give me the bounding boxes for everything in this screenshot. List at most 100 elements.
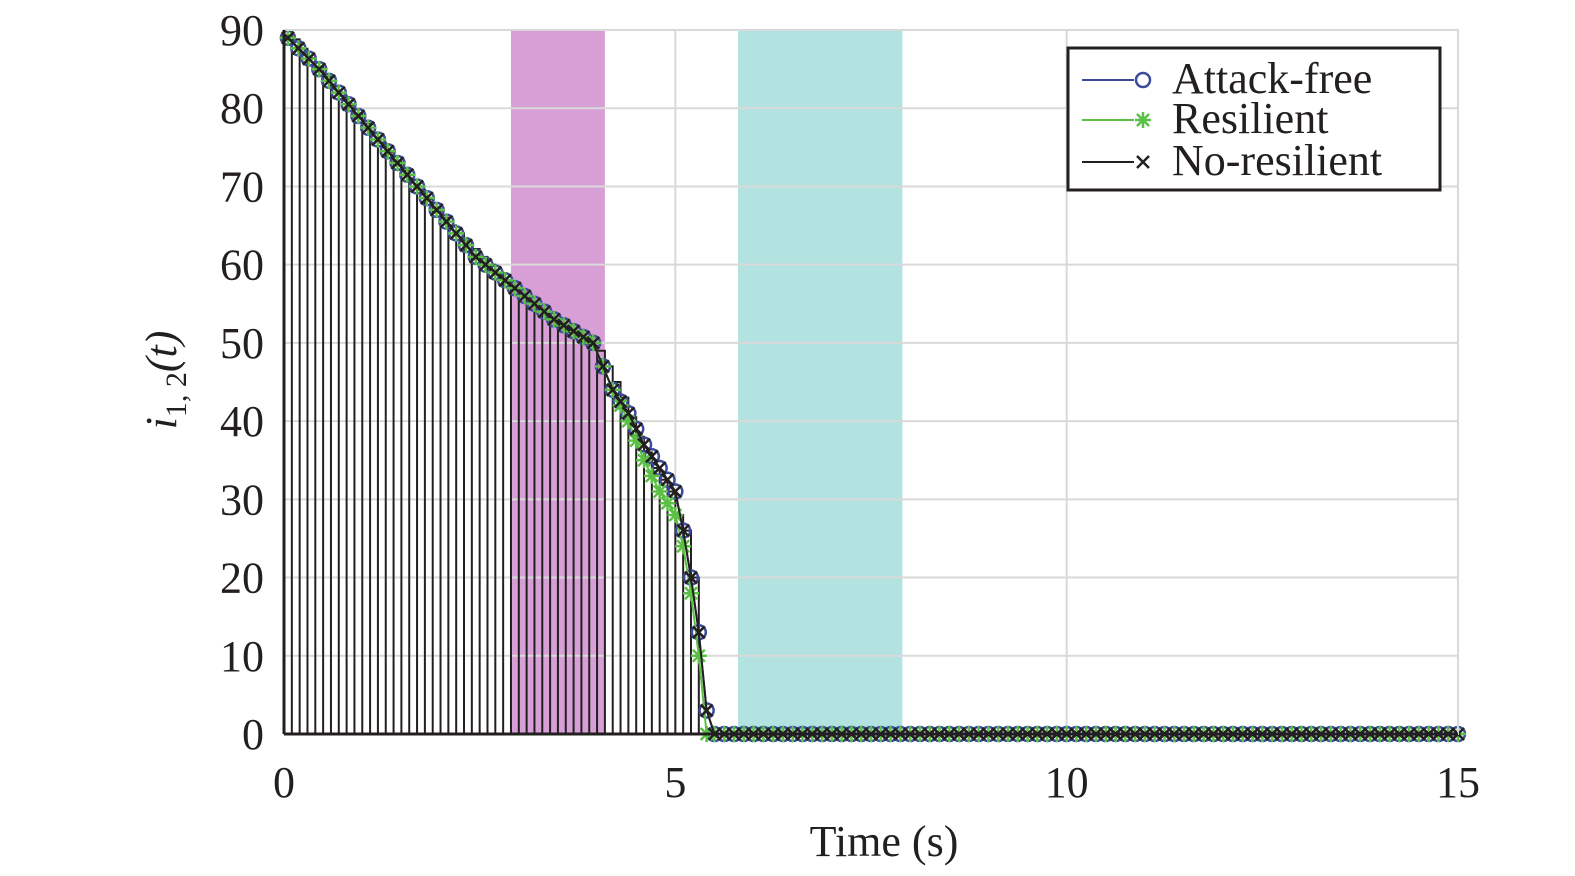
marker-asterisk (675, 538, 692, 555)
marker-stroke (637, 437, 651, 452)
y-tick-label: 10 (220, 632, 264, 681)
marker-stroke (478, 257, 493, 272)
marker-x (621, 406, 636, 421)
marker-x (380, 144, 395, 159)
marker-x (596, 359, 610, 374)
legend-item-no-resilient: No-resilient (1082, 136, 1382, 185)
marker-stroke (613, 398, 628, 413)
marker-x (439, 214, 454, 229)
marker-x (410, 179, 424, 194)
marker-stroke (566, 324, 581, 339)
marker-x (629, 422, 644, 436)
y-axis-title: i1, 2(t) (137, 331, 193, 430)
y-tick-label: 90 (220, 6, 264, 55)
marker-x (429, 203, 444, 217)
marker-x (576, 330, 591, 344)
y-tick-label: 80 (220, 84, 264, 133)
marker-stroke (586, 336, 601, 350)
marker-stroke (637, 453, 651, 468)
marker-stroke (508, 281, 522, 296)
marker-x (488, 265, 503, 280)
x-tick-label: 10 (1045, 758, 1089, 807)
marker-stroke (621, 406, 636, 421)
marker-stroke (291, 41, 306, 56)
marker-stroke (676, 539, 691, 554)
marker-x (449, 226, 464, 241)
y-axis-title-argument: (t) (137, 331, 186, 373)
stem-lines (283, 29, 700, 734)
marker-stroke (312, 62, 327, 76)
marker-stroke (629, 422, 644, 436)
marker-stroke (361, 120, 376, 135)
marker-circle (674, 522, 692, 539)
marker-stroke (537, 304, 552, 319)
marker-x (566, 324, 581, 339)
marker-stroke (527, 296, 542, 311)
marker-x (301, 51, 316, 66)
marker-x (660, 472, 675, 487)
legend-marker-asterisk (1135, 112, 1151, 128)
marker-stroke (400, 167, 415, 182)
marker-stroke (596, 359, 610, 374)
marker-x (508, 281, 522, 296)
marker-stroke (691, 648, 706, 663)
marker-stroke (380, 144, 395, 159)
marker-x (537, 304, 552, 319)
marker-stroke (699, 703, 714, 718)
marker-stroke (652, 484, 667, 499)
y-tick-label: 20 (220, 554, 264, 603)
legend-label-no-resilient: No-resilient (1172, 136, 1382, 185)
marker-stroke (613, 394, 628, 409)
marker-x (644, 449, 659, 464)
x-tick-label: 5 (664, 758, 686, 807)
y-tick-label: 0 (242, 710, 264, 759)
marker-asterisk (659, 495, 676, 512)
marker-stroke (605, 382, 620, 397)
marker-x (291, 41, 306, 56)
marker-stroke (644, 449, 659, 464)
marker-x (351, 109, 366, 123)
marker-stroke (488, 265, 503, 280)
legend-item-attack-free: Attack-free (1082, 54, 1372, 103)
legend-label-resilient: Resilient (1172, 94, 1328, 143)
marker-x (400, 167, 415, 182)
legend-marker-circle (1134, 71, 1152, 89)
marker-stroke (556, 318, 571, 333)
marker-x (605, 382, 620, 397)
marker-stroke (576, 330, 591, 344)
marker-x (684, 570, 698, 585)
marker-x (676, 523, 691, 538)
marker-stroke (429, 203, 444, 217)
marker-stroke (691, 625, 706, 640)
marker-stroke (498, 273, 512, 288)
marker-x (652, 461, 667, 475)
marker-stroke (676, 523, 691, 538)
marker-asterisk (690, 647, 707, 664)
marker-x (322, 73, 336, 88)
marker-x (556, 318, 571, 333)
legend-item-resilient: Resilient (1082, 94, 1328, 143)
marker-stroke (684, 586, 698, 601)
marker-stroke (331, 85, 346, 100)
marker-x (613, 394, 628, 409)
marker-stroke (660, 496, 675, 511)
marker-stroke (371, 132, 385, 147)
marker-x (527, 296, 542, 311)
marker-stroke (410, 179, 424, 194)
x-tick-label: 0 (273, 758, 295, 807)
marker-x (517, 289, 532, 303)
marker-x (390, 156, 405, 170)
marker-circle (659, 471, 676, 489)
y-tick-label: 70 (220, 162, 264, 211)
marker-x (361, 120, 376, 135)
marker-stroke (390, 156, 405, 170)
marker-x (668, 484, 683, 499)
marker-stroke (660, 472, 675, 487)
marker-stroke (322, 73, 336, 88)
marker-x (699, 703, 714, 718)
marker-stroke (668, 484, 683, 499)
marker-stroke (459, 238, 473, 252)
marker-x (331, 85, 346, 100)
marker-stroke (419, 191, 434, 206)
